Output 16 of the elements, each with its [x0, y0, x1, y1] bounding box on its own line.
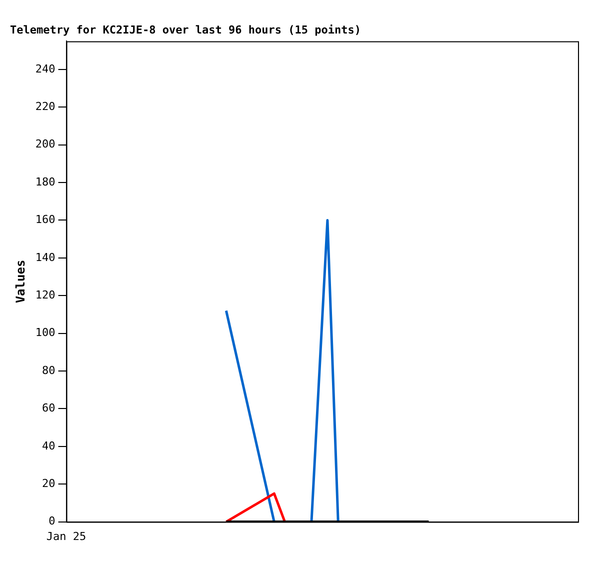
y-tick-label: 20 [42, 476, 56, 490]
y-tick-label: 40 [42, 439, 56, 452]
y-tick-label: 0 [48, 514, 56, 528]
y-tick-label: 140 [35, 250, 56, 264]
y-tick-label: 100 [35, 326, 56, 340]
y-tick-label: 200 [35, 138, 56, 151]
y-tick-label: 60 [42, 402, 56, 415]
y-tick-label: 220 [35, 100, 56, 114]
chart-title: Telemetry for KC2IJE-8 over last 96 hours (15 points) [10, 23, 361, 36]
text: Jan 25 [46, 530, 86, 544]
y-axis-title: Values [13, 260, 28, 304]
y-tick-label: 240 [35, 62, 56, 76]
y-tick-label: 80 [42, 364, 56, 377]
y-tick-label: 120 [35, 288, 56, 302]
y-tick-label: 160 [35, 213, 56, 226]
y-tick-label: 180 [35, 175, 56, 188]
